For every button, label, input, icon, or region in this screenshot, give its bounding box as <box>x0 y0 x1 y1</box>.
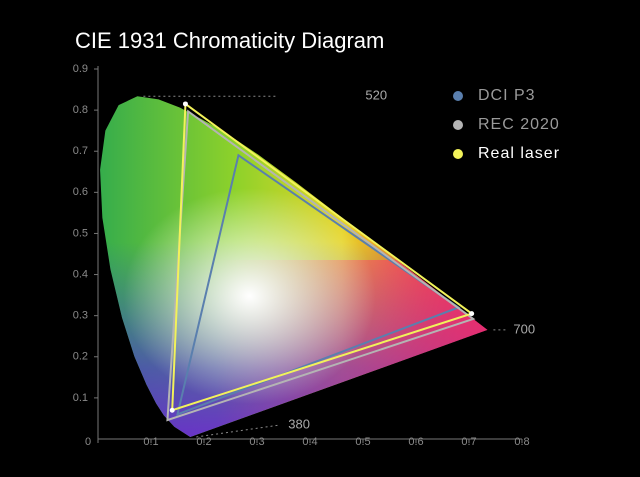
x-tick-label: 0 <box>85 436 91 448</box>
legend-marker <box>453 91 463 101</box>
annotation-label: 520 <box>365 88 387 103</box>
y-tick-label: 0.5 <box>73 227 88 239</box>
y-tick-label: 0.2 <box>73 351 88 363</box>
y-tick-label: 0.9 <box>73 63 88 75</box>
y-tick-label: 0.4 <box>73 268 88 280</box>
x-tick-label: 0.8 <box>514 436 529 448</box>
y-tick-label: 0.7 <box>73 145 88 157</box>
x-tick-label: 0.6 <box>408 436 423 448</box>
legend-marker <box>453 120 463 130</box>
legend-marker <box>453 149 463 159</box>
locus-fill <box>100 96 488 437</box>
gamut-point <box>169 407 175 413</box>
legend-label: Real laser <box>478 145 560 162</box>
gamut-point <box>469 311 475 317</box>
y-tick-label: 0.1 <box>73 392 88 404</box>
x-tick-label: 0.7 <box>461 436 476 448</box>
x-tick-label: 0.1 <box>143 436 158 448</box>
chart-title: CIE 1931 Chromaticity Diagram <box>75 28 384 53</box>
y-tick-label: 0.6 <box>73 186 88 198</box>
annotation-label: 380 <box>288 416 310 431</box>
gamut-triangle <box>171 102 474 412</box>
y-tick-label: 0.3 <box>73 310 88 322</box>
annotation-label: 700 <box>513 321 535 336</box>
x-tick-label: 0.5 <box>355 436 370 448</box>
legend-label: DCI P3 <box>478 87 536 104</box>
x-tick-label: 0.4 <box>302 436 317 448</box>
legend-label: REC 2020 <box>478 116 560 133</box>
annotation-leader <box>196 424 281 438</box>
y-tick-label: 0.8 <box>73 104 88 116</box>
x-tick-label: 0.2 <box>196 436 211 448</box>
x-tick-label: 0.3 <box>249 436 264 448</box>
gamut-triangle <box>176 153 461 416</box>
gamut-point <box>182 101 188 107</box>
